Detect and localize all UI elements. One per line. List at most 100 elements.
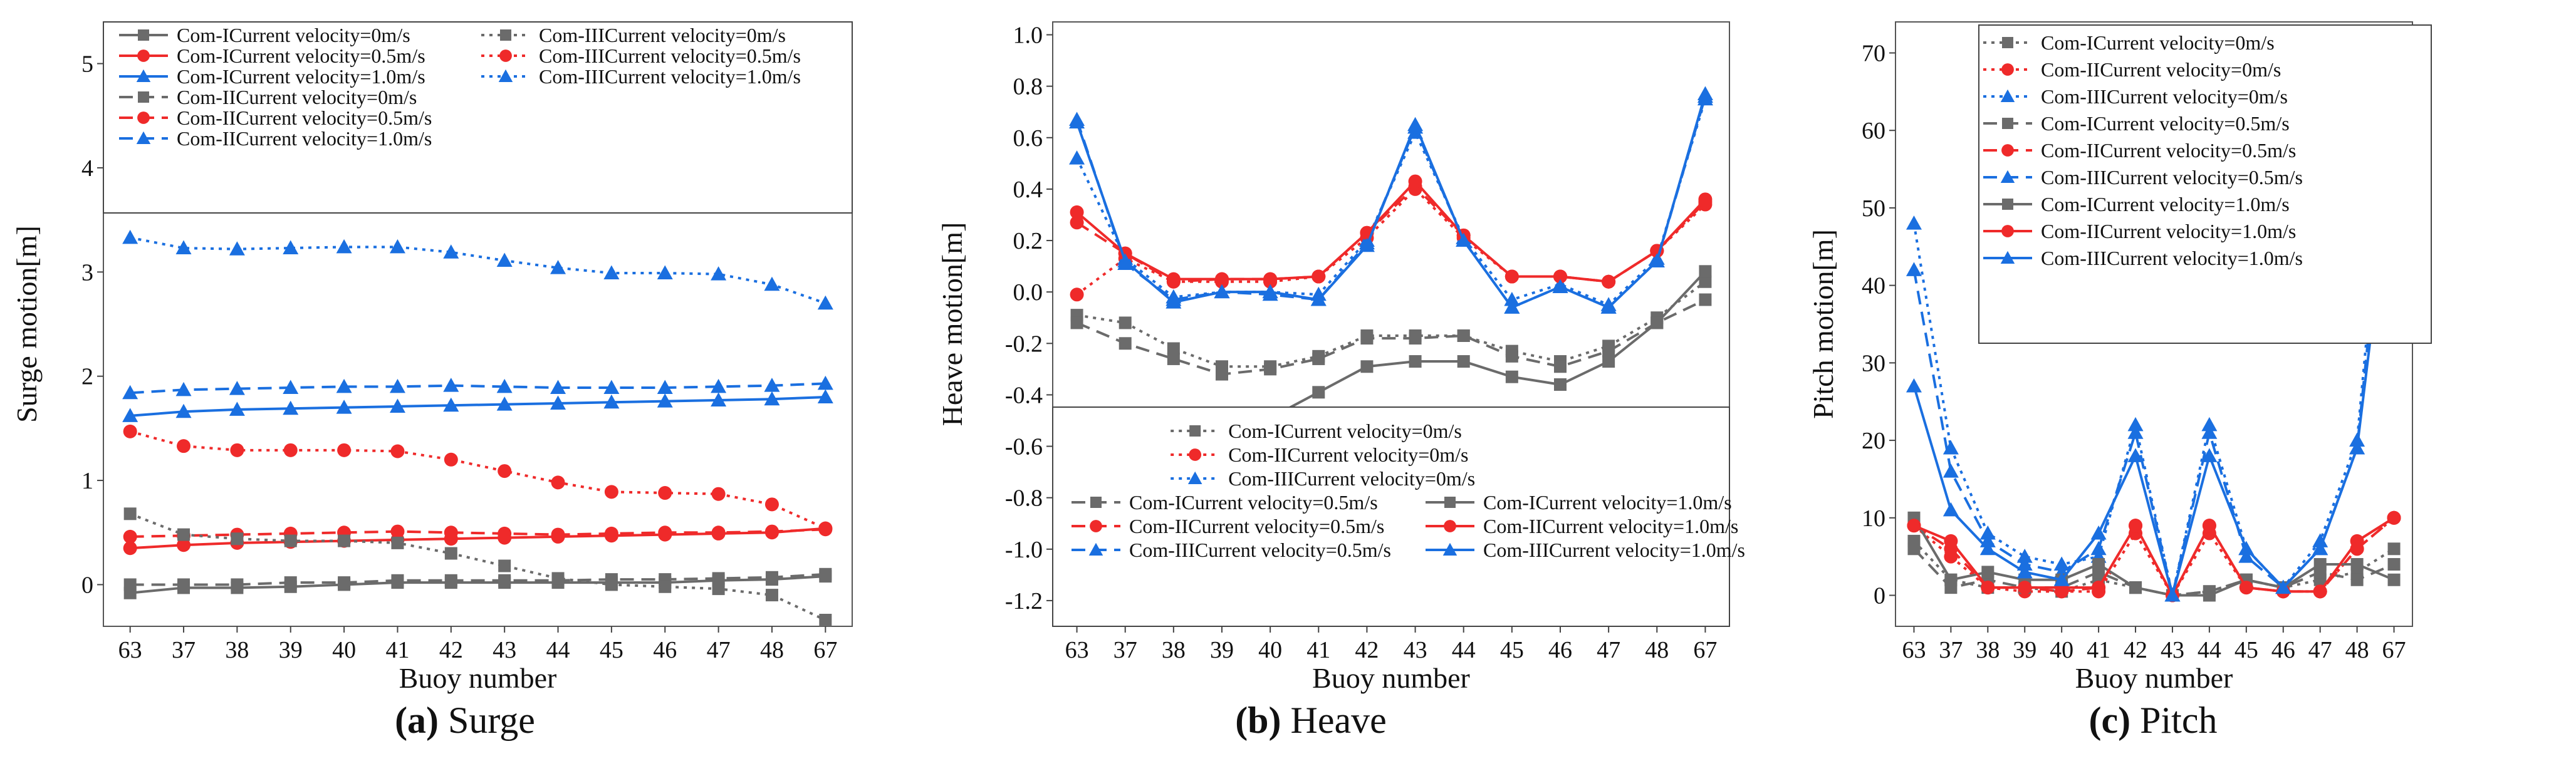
x-tick-label: 41: [2087, 637, 2110, 663]
legend-label: Com-IIICurrent velocity=1.0m/s: [2041, 247, 2303, 269]
data-point: [817, 295, 833, 310]
data-point: [2092, 581, 2106, 595]
data-point: [604, 526, 618, 541]
y-tick-label: -0.2: [1005, 331, 1043, 357]
data-point: [657, 265, 673, 279]
legend-label: Com-IIICurrent velocity=1.0m/s: [539, 65, 801, 88]
legend-marker: [2001, 144, 2014, 157]
legend-marker: [1090, 497, 1102, 508]
x-tick-label: 63: [1902, 637, 1926, 663]
data-point: [122, 385, 138, 400]
data-point: [1407, 116, 1424, 132]
data-point: [391, 574, 404, 587]
series-line: [130, 430, 827, 530]
data-point: [711, 378, 727, 393]
legend-marker: [499, 49, 512, 62]
data-point: [283, 240, 299, 255]
data-point: [817, 389, 833, 403]
data-point: [1650, 316, 1664, 329]
y-tick-label: 1.0: [1013, 23, 1043, 49]
data-point: [1409, 355, 1422, 368]
data-point: [122, 408, 138, 422]
x-tick-label: 67: [813, 637, 837, 663]
data-point: [2129, 519, 2143, 533]
data-point: [1216, 368, 1228, 381]
data-point: [1505, 349, 1518, 363]
x-tick-label: 48: [760, 637, 784, 663]
legend: Com-ICurrent velocity=0m/sCom-IICurrent …: [1052, 406, 1745, 627]
data-point: [1167, 342, 1180, 355]
data-point: [1981, 581, 1995, 595]
legend-label: Com-IIICurrent velocity=0.5m/s: [1129, 539, 1391, 561]
x-tick-label: 39: [279, 637, 303, 663]
data-point: [390, 444, 405, 458]
data-point: [605, 578, 618, 591]
data-point: [2350, 573, 2364, 586]
legend-marker: [498, 69, 513, 82]
data-point: [2129, 581, 2142, 594]
x-tick-label: 43: [2161, 637, 2184, 663]
y-tick-label: 0: [81, 572, 93, 598]
data-point: [2090, 525, 2107, 540]
data-point: [1262, 284, 1278, 299]
data-point: [1600, 299, 1617, 314]
series-line: [130, 236, 826, 305]
y-tick-label: 40: [1862, 273, 1885, 299]
data-point: [496, 252, 513, 267]
x-tick-label: 38: [1162, 637, 1186, 663]
legend-marker: [137, 49, 150, 62]
data-point: [2092, 558, 2105, 571]
x-tick-label: 37: [1939, 637, 1963, 663]
x-tick-label: 42: [2124, 637, 2147, 663]
y-tick-label: 1: [81, 468, 93, 494]
x-tick-label: 67: [1693, 637, 1717, 663]
y-tick-label: 2: [81, 364, 93, 390]
data-point: [229, 401, 245, 416]
data-point: [336, 239, 352, 254]
data-point: [229, 381, 245, 395]
x-tick-label: 40: [1258, 637, 1282, 663]
data-point: [1263, 272, 1278, 286]
data-point: [2312, 533, 2328, 547]
legend-marker: [136, 69, 151, 82]
data-point: [284, 534, 297, 547]
data-point: [2201, 448, 2218, 462]
legend: Com-ICurrent velocity=0m/sCom-IICurrent …: [1978, 24, 2432, 344]
series-6: [1069, 88, 1713, 314]
y-axis-title: Heave motion[m]: [936, 222, 968, 427]
data-point: [283, 400, 299, 415]
x-tick-label: 41: [385, 637, 409, 663]
data-point: [1214, 284, 1230, 299]
legend-marker: [2000, 89, 2015, 102]
x-tick-label: 47: [707, 637, 731, 663]
data-point: [818, 521, 833, 536]
data-point: [1070, 316, 1083, 329]
data-point: [819, 567, 832, 581]
data-point: [123, 541, 137, 556]
series-3: [122, 389, 833, 422]
x-tick-label: 47: [2308, 637, 2332, 663]
data-point: [604, 485, 618, 499]
x-tick-label: 46: [2271, 637, 2295, 663]
legend-marker: [1088, 542, 1103, 556]
data-point: [712, 582, 725, 596]
data-point: [2350, 558, 2364, 571]
legend-marker: [2002, 118, 2013, 129]
x-tick-label: 42: [1355, 637, 1379, 663]
x-tick-label: 46: [653, 637, 677, 663]
data-point: [443, 378, 459, 392]
series-4: [123, 567, 832, 591]
data-point: [1602, 274, 1616, 289]
x-tick-label: 45: [2234, 637, 2258, 663]
legend-marker: [138, 29, 149, 41]
data-point: [1311, 269, 1326, 284]
legend-label: Com-ICurrent velocity=0m/s: [177, 24, 410, 46]
legend-label: Com-IIICurrent velocity=1.0m/s: [1483, 539, 1745, 561]
y-tick-label: 0.2: [1013, 228, 1043, 254]
series-4: [1070, 293, 1712, 381]
data-point: [444, 574, 457, 587]
series-2: [123, 521, 833, 556]
legend-box: [1978, 24, 2432, 344]
data-point: [123, 507, 137, 520]
heave-chart: -1.2 -1.0 -0.8 -0.6 -0.4 -0.2 0.0 0.2 0.4 0.6 0.8 1…: [936, 21, 1745, 694]
